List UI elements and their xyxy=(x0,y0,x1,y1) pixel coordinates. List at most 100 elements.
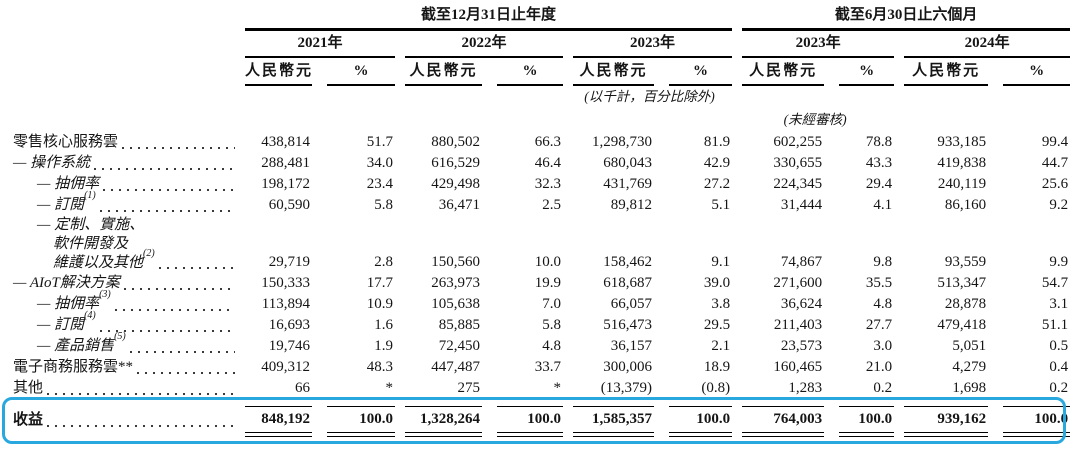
row-label-text: — 定制、實施、 xyxy=(37,217,145,233)
amount-cell: (13,379) xyxy=(600,380,652,396)
amount-cell: 211,403 xyxy=(773,317,823,333)
row-label-cell: 零售核心服務雲 xyxy=(7,132,237,153)
total-value-wrap: 100.0 xyxy=(1003,406,1071,437)
row-label-text: — 抽佣率 xyxy=(37,176,100,192)
percent-cell: 46.4 xyxy=(534,155,561,171)
amount-cell: 72,450 xyxy=(438,338,480,354)
total-revenue-row: 收益 848,192 100.0 1,328,264 100.0 1,585,357 100… xyxy=(2,397,1072,444)
total-amount-cell: 764,003 xyxy=(734,399,826,437)
percent-cell: 21.0 xyxy=(865,359,893,375)
total-value-wrap: 100.0 xyxy=(669,406,733,437)
amount-cell: 19,746 xyxy=(268,338,310,354)
total-value-wrap: 100.0 xyxy=(839,406,895,437)
amount-cell: 880,502 xyxy=(431,134,480,150)
row-label-text: 軟件開發及 xyxy=(53,236,129,252)
double-rule xyxy=(904,432,989,437)
amount-cell: 85,885 xyxy=(438,317,480,333)
row-label-cell: — 訂閱(1) xyxy=(7,190,237,216)
row-label-line: 收益 xyxy=(7,406,237,431)
row-label-cell: — 產品銷售(5) xyxy=(7,331,237,357)
amount-column-header: 人民幣元 xyxy=(904,62,989,86)
total-percent-cell: 100.0 xyxy=(990,399,1072,437)
row-label-cell: — 定制、實施、 軟件開發及 維護以及其他(2) xyxy=(7,216,237,273)
interim-period-title: 截至6月30日止六個月 xyxy=(742,6,1071,31)
percent-cell: 32.3 xyxy=(534,176,561,192)
amount-cell: 31,444 xyxy=(780,197,823,213)
row-label-text: 維護以及其他(2) xyxy=(53,248,155,272)
percent-cell: 3.1 xyxy=(1049,296,1069,312)
amount-cell: 36,471 xyxy=(438,197,480,213)
total-value: 764,003 xyxy=(773,411,823,427)
amount-cell: 1,298,730 xyxy=(592,134,652,150)
amount-cell: 89,812 xyxy=(610,197,652,213)
table-header: 截至12月31日止年度 截至6月30日止六個月 2021年 2022年 2023… xyxy=(7,6,1072,132)
percent-cell: 0.2 xyxy=(873,380,893,396)
percent-cell: 3.0 xyxy=(873,338,893,354)
double-rule xyxy=(573,432,654,437)
dotted-leader xyxy=(99,330,235,332)
row-label-text: — 產品銷售(5) xyxy=(37,331,126,355)
amount-cell: 933,185 xyxy=(937,134,987,150)
percent-cell: 9.8 xyxy=(873,254,893,270)
percent-cell: * xyxy=(385,380,394,396)
total-value: 848,192 xyxy=(261,411,310,427)
row-label-text: — 訂閱(1) xyxy=(37,190,96,214)
dotted-leader xyxy=(47,393,235,395)
total-value: 100.0 xyxy=(1034,411,1069,427)
row-label-line: 軟件開發及 xyxy=(7,235,237,254)
amount-column-header: 人民幣元 xyxy=(245,62,312,86)
percent-cell: 1.9 xyxy=(374,338,393,354)
row-label-text: 零售核心服務雲 xyxy=(13,134,119,150)
period-title-row: 截至12月31日止年度 截至6月30日止六個月 xyxy=(7,6,1072,31)
total-value-wrap: 1,585,357 xyxy=(573,406,654,437)
percent-cell: 99.4 xyxy=(1041,134,1069,150)
row-label-cell: 電子商務服務雲** xyxy=(7,357,237,378)
row-label-text: — 抽佣率(3) xyxy=(37,289,111,313)
percent-cell: 2.5 xyxy=(542,197,561,213)
footnote-sup: (3) xyxy=(99,289,111,300)
percent-column-header: % xyxy=(839,62,895,86)
year-2021-header: 2021年 xyxy=(245,34,395,58)
double-rule xyxy=(327,432,395,437)
total-percent-cell: 100.0 xyxy=(314,399,397,437)
row-label-line: — 訂閱(4) xyxy=(7,310,237,336)
amount-cell: 74,867 xyxy=(780,254,823,270)
footnote-sup: (4) xyxy=(84,310,96,321)
dotted-leader xyxy=(114,309,235,311)
amount-cell: 28,878 xyxy=(944,296,987,312)
percent-cell: 25.6 xyxy=(1041,176,1069,192)
percent-cell: 5.8 xyxy=(542,317,561,333)
percent-cell: 54.7 xyxy=(1041,275,1069,291)
year-header-row: 2021年 2022年 2023年 2023年 2024年 xyxy=(7,31,1072,58)
total-value-wrap: 764,003 xyxy=(742,406,825,437)
amount-cell: 330,655 xyxy=(773,155,823,171)
total-value-wrap: 939,162 xyxy=(904,406,989,437)
amount-cell: 419,838 xyxy=(937,155,987,171)
total-value: 1,328,264 xyxy=(420,411,480,427)
percent-cell: 0.5 xyxy=(1049,338,1069,354)
dotted-leader xyxy=(137,372,235,374)
percent-cell: 51.7 xyxy=(366,134,393,150)
amount-cell: 447,487 xyxy=(431,359,480,375)
row-label-text: — 訂閱(4) xyxy=(37,310,96,334)
percent-column-header: % xyxy=(497,62,563,86)
table-row: — 產品銷售(5) 19,746 1.9 72,450 4.8 36,157 2.1 23,5… xyxy=(7,331,1072,357)
row-label-line: 維護以及其他(2) xyxy=(7,248,237,273)
amount-column-header: 人民幣元 xyxy=(742,62,825,86)
double-rule xyxy=(1003,432,1071,437)
table-row: 零售核心服務雲 438,814 51.7 880,502 66.3 1,298,730 81… xyxy=(7,132,1072,153)
row-label-line: — 產品銷售(5) xyxy=(7,331,237,357)
table-row: 其他 66 * 275 * (13,379) (0.8) 1,283 0.2 1,698 0.2 xyxy=(7,378,1072,399)
amount-column-header: 人民幣元 xyxy=(405,62,482,86)
percent-cell: 4.8 xyxy=(542,338,561,354)
amount-cell: 431,769 xyxy=(603,176,652,192)
unaudited-note: (未經審核) xyxy=(783,112,847,127)
amount-cell: 23,573 xyxy=(780,338,823,354)
row-label-line: 零售核心服務雲 xyxy=(7,132,237,153)
row-label-cell: — 抽佣率(3) xyxy=(7,289,237,315)
amount-cell: 240,119 xyxy=(937,176,987,192)
amount-cell: 60,590 xyxy=(268,197,310,213)
table-row: — 操作系統 288,481 34.0 616,529 46.4 680,043 42.9 3… xyxy=(7,153,1072,174)
percent-cell: 5.8 xyxy=(374,197,393,213)
percent-cell: 1.6 xyxy=(374,317,393,333)
